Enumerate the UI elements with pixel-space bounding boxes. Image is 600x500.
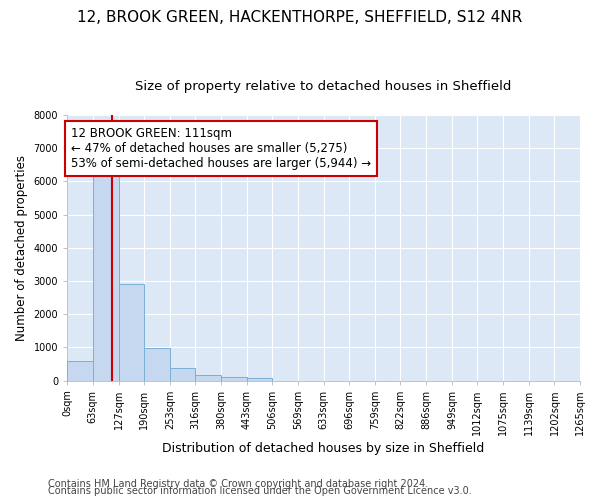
Text: 12, BROOK GREEN, HACKENTHORPE, SHEFFIELD, S12 4NR: 12, BROOK GREEN, HACKENTHORPE, SHEFFIELD… <box>77 10 523 25</box>
Text: 12 BROOK GREEN: 111sqm
← 47% of detached houses are smaller (5,275)
53% of semi-: 12 BROOK GREEN: 111sqm ← 47% of detached… <box>71 126 371 170</box>
Text: Contains HM Land Registry data © Crown copyright and database right 2024.: Contains HM Land Registry data © Crown c… <box>48 479 428 489</box>
Bar <box>119 284 144 380</box>
Bar <box>196 375 221 380</box>
Bar <box>93 168 119 380</box>
Bar <box>170 368 196 380</box>
Y-axis label: Number of detached properties: Number of detached properties <box>15 155 28 341</box>
Bar <box>144 348 170 380</box>
Bar <box>221 378 247 380</box>
Text: Contains public sector information licensed under the Open Government Licence v3: Contains public sector information licen… <box>48 486 472 496</box>
Bar <box>67 362 93 380</box>
Title: Size of property relative to detached houses in Sheffield: Size of property relative to detached ho… <box>136 80 512 93</box>
X-axis label: Distribution of detached houses by size in Sheffield: Distribution of detached houses by size … <box>163 442 485 455</box>
Bar <box>247 378 272 380</box>
